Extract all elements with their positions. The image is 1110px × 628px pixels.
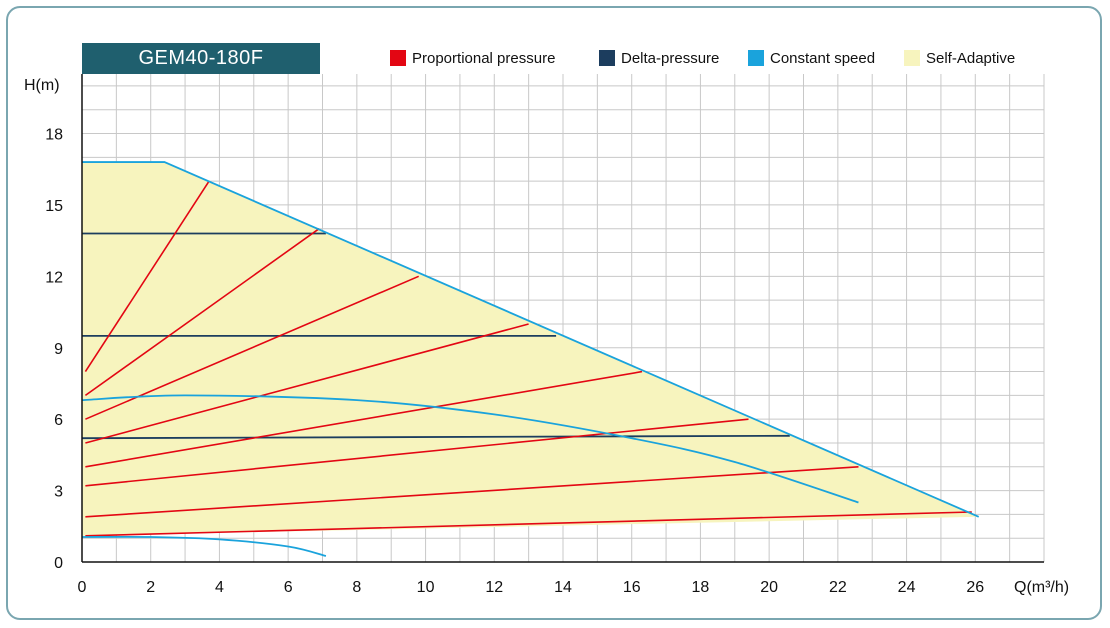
x-tick-label: 16 xyxy=(623,579,641,596)
proportional-pressure-line-8 xyxy=(85,511,972,537)
legend-swatch-adaptive xyxy=(904,50,920,66)
legend-item-delta: Delta-pressure xyxy=(599,49,719,67)
legend-label-proportional: Proportional pressure xyxy=(412,49,556,67)
proportional-pressure-line-1 xyxy=(84,180,210,373)
legend-swatch-delta xyxy=(599,50,615,66)
x-tick-label: 12 xyxy=(485,579,503,596)
y-tick-label: 15 xyxy=(45,198,63,215)
chart-title: GEM40-180F xyxy=(82,43,320,74)
delta-pressure-line-3 xyxy=(81,434,790,440)
x-axis-label: Q(m³/h) xyxy=(1014,579,1069,596)
legend-label-constant: Constant speed xyxy=(770,49,876,67)
y-axis-label: H(m) xyxy=(24,77,60,94)
x-tick-label: 14 xyxy=(554,579,572,596)
proportional-pressure-line-4 xyxy=(85,323,529,444)
proportional-pressure-line-7 xyxy=(85,466,859,518)
proportional-pressure-line-2 xyxy=(84,228,320,397)
constant-speed-curve-3 xyxy=(81,535,327,557)
x-tick-label: 4 xyxy=(215,579,224,596)
y-tick-label: 3 xyxy=(54,484,63,501)
y-tick-label: 0 xyxy=(54,555,63,572)
legend-swatch-constant xyxy=(748,50,764,66)
x-tick-label: 0 xyxy=(78,579,87,596)
constant-speed-curve-2 xyxy=(81,394,859,504)
x-tick-label: 10 xyxy=(417,579,435,596)
x-tick-label: 26 xyxy=(966,579,984,596)
proportional-pressure-line-5 xyxy=(85,370,643,468)
legend-swatch-proportional xyxy=(390,50,406,66)
x-tick-label: 18 xyxy=(692,579,710,596)
proportional-pressure-line-3 xyxy=(85,275,420,420)
proportional-pressure-line-6 xyxy=(85,418,749,487)
legend-item-proportional: Proportional pressure xyxy=(390,49,555,67)
x-tick-label: 6 xyxy=(284,579,293,596)
legend-label-adaptive: Self-Adaptive xyxy=(926,49,1016,67)
x-tick-label: 20 xyxy=(760,579,778,596)
y-tick-label: 18 xyxy=(45,127,63,144)
legend-item-constant: Constant speed xyxy=(748,49,875,67)
y-tick-label: 6 xyxy=(54,412,63,429)
x-tick-label: 24 xyxy=(898,579,916,596)
legend-item-adaptive: Self-Adaptive xyxy=(904,49,1015,67)
y-tick-label: 9 xyxy=(54,341,63,358)
legend-label-delta: Delta-pressure xyxy=(621,49,720,67)
self-adaptive-region xyxy=(82,162,979,536)
x-tick-label: 22 xyxy=(829,579,847,596)
x-tick-label: 2 xyxy=(146,579,155,596)
x-tick-label: 8 xyxy=(352,579,361,596)
y-tick-label: 12 xyxy=(45,269,63,286)
constant-speed-curve-1 xyxy=(82,161,980,518)
